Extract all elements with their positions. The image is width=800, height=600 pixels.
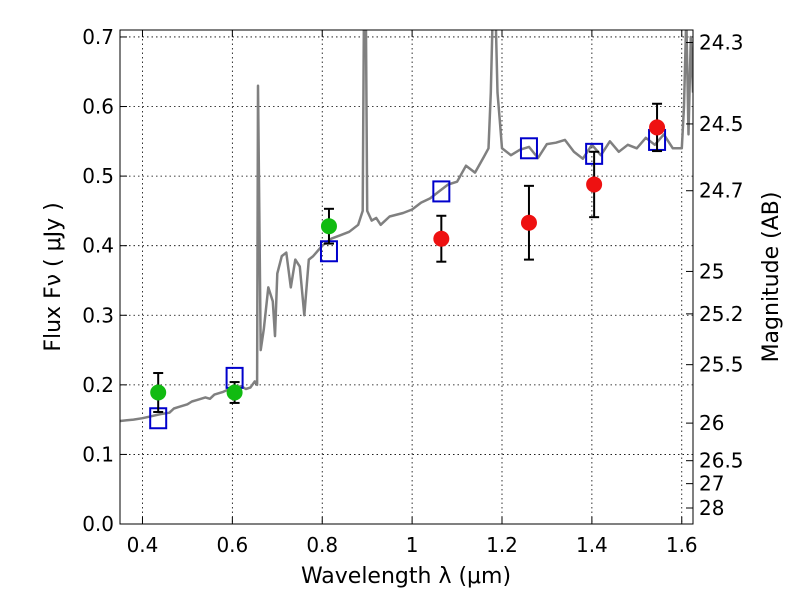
plot-area bbox=[120, 30, 693, 430]
y-tick-label: 0.4 bbox=[82, 234, 114, 258]
optical-photometry-point bbox=[226, 384, 243, 401]
y2-tick-label: 26.5 bbox=[699, 449, 744, 473]
y-tick-label: 0.2 bbox=[82, 373, 114, 397]
y2-tick-label: 27 bbox=[699, 472, 724, 496]
x-axis-label: Wavelength λ (μm) bbox=[301, 564, 511, 589]
y-tick-label: 0.7 bbox=[82, 25, 114, 49]
x-tick-label: 1 bbox=[406, 533, 419, 557]
y2-tick-label: 26 bbox=[699, 411, 724, 435]
y-tick-label: 0.3 bbox=[82, 303, 114, 327]
x-tick-label: 0.4 bbox=[127, 533, 159, 557]
nir-photometry-point bbox=[586, 176, 603, 193]
x-tick-label: 1.2 bbox=[486, 533, 518, 557]
y-tick-label: 0.5 bbox=[82, 164, 114, 188]
optical-photometry-point bbox=[150, 384, 167, 401]
y-tick-label: 0.1 bbox=[82, 442, 114, 466]
model-photometry-marker bbox=[519, 137, 538, 160]
nir-photometry-point bbox=[649, 119, 666, 136]
nir-photometry-point bbox=[520, 214, 537, 231]
nir-photometry-point bbox=[433, 230, 450, 247]
y-axis-label: Flux Fν ( μJy ) bbox=[41, 202, 66, 351]
y2-axis-label: Magnitude (AB) bbox=[759, 192, 784, 363]
y2-tick-label: 25 bbox=[699, 259, 724, 283]
model-photometry-marker bbox=[432, 180, 451, 203]
axes: 0.4 0.6 0.8 1 1.2 1.4 1.6 0.0 0.1 0.2 0.3 0.4 0.5 0.6… bbox=[82, 25, 743, 557]
x-tick-label: 0.8 bbox=[306, 533, 338, 557]
y-tick-label: 0.6 bbox=[82, 95, 114, 119]
x-tick-label: 1.4 bbox=[576, 533, 608, 557]
y2-tick-label: 28 bbox=[699, 496, 724, 520]
y-tick-label: 0.0 bbox=[82, 512, 114, 536]
y2-tick-label: 25.2 bbox=[699, 302, 744, 326]
plot-frame bbox=[119, 29, 694, 525]
y2-tick-label: 25.5 bbox=[699, 353, 744, 377]
y2-tick-label: 24.7 bbox=[699, 179, 744, 203]
x-tick-label: 0.6 bbox=[216, 533, 248, 557]
y2-tick-label: 24.5 bbox=[699, 112, 744, 136]
y2-tick-label: 24.3 bbox=[699, 31, 744, 55]
x-tick-label: 1.6 bbox=[666, 533, 698, 557]
optical-photometry-point bbox=[320, 218, 337, 235]
